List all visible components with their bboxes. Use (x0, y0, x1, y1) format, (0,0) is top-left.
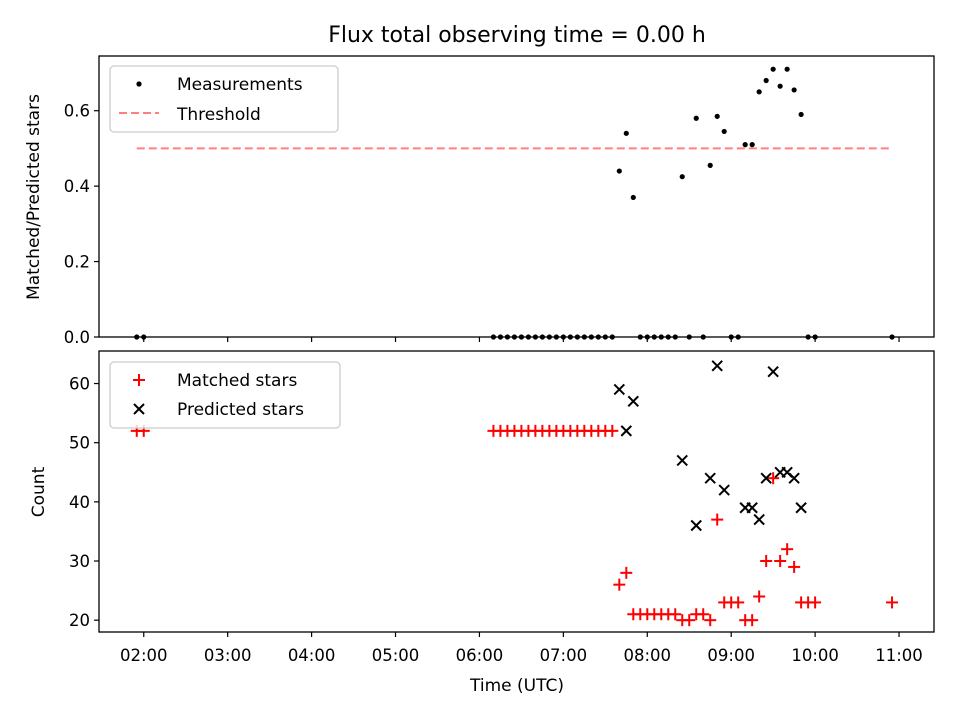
predicted-star-marker (760, 472, 772, 484)
top-legend: Measurements Threshold (109, 65, 339, 133)
predicted-star-marker (795, 502, 807, 514)
measurement-point (721, 128, 727, 135)
matched-star-marker (620, 566, 633, 579)
measurement-point (763, 77, 769, 84)
bottom-legend-box (109, 361, 341, 429)
bottom-axes-frame (98, 350, 935, 633)
predicted-star-marker (676, 454, 688, 467)
measurement-point (770, 66, 776, 72)
x-tick-label: 11:00 (875, 646, 923, 665)
legend-measurements-label: Measurements (177, 75, 303, 95)
x-tick-label: 06:00 (456, 646, 504, 665)
x-tick-label: 03:00 (204, 646, 252, 665)
top-legend-box (109, 65, 339, 133)
matched-star-marker (753, 590, 766, 603)
predicted-star-marker (704, 472, 716, 484)
predicted-star-marker (711, 360, 723, 372)
measurement-point (798, 111, 804, 118)
matched-star-marker (767, 472, 780, 485)
y-tick-label: 50 (69, 434, 90, 453)
bottom-x-ticks: 02:00 03:00 04:00 05:00 06:00 07:00 08:00 09:00… (120, 632, 923, 665)
legend-threshold-label: Threshold (176, 105, 261, 125)
y-tick-label: 40 (69, 493, 90, 512)
matched-star-marker (697, 608, 710, 621)
top-y-ticks: 0.0 0.2 0.4 0.6 (64, 102, 99, 347)
x-tick-label: 09:00 (707, 646, 755, 665)
measurement-point (707, 162, 713, 168)
top-panel: Flux total observing time = 0.00 h Match… (24, 23, 935, 347)
predicted-star-marker (613, 383, 626, 396)
measurement-point (784, 66, 790, 72)
y-tick-label: 0.0 (64, 328, 90, 347)
measurement-point (791, 87, 797, 93)
predicted-star-marker (746, 502, 758, 514)
x-tick-label: 08:00 (623, 646, 671, 665)
matched-star-marker (669, 608, 682, 621)
predicted-star-marker (620, 425, 633, 437)
matched-star-marker (704, 614, 717, 627)
legend-matched-marker (133, 374, 145, 386)
matched-star-marker (711, 513, 724, 526)
measurement-point (756, 89, 762, 95)
predicted-star-marker (753, 513, 765, 526)
matched-star-marker (886, 596, 899, 609)
top-axes-frame (98, 55, 935, 338)
predicted-star-marker (627, 395, 639, 407)
measurement-point (679, 174, 685, 180)
predicted-star-marker (767, 365, 779, 378)
matched-star-marker (760, 555, 773, 568)
bottom-y-ticks: 20 30 40 50 60 (69, 375, 99, 630)
measurement-point (777, 83, 783, 89)
x-tick-label: 10:00 (791, 646, 839, 665)
predicted-star-marker (788, 472, 800, 484)
top-y-axis-label: Matched/Predicted stars (24, 94, 44, 300)
matched-star-marker (683, 614, 696, 627)
x-axis-label: Time (UTC) (469, 676, 564, 696)
x-tick-label: 05:00 (372, 646, 420, 665)
x-tick-label: 07:00 (540, 646, 588, 665)
x-tick-label: 04:00 (288, 646, 336, 665)
matched-star-marker (746, 614, 759, 627)
y-tick-label: 0.4 (64, 177, 90, 196)
x-tick-label: 02:00 (120, 646, 168, 665)
matched-star-marker (809, 596, 822, 609)
bottom-legend: Matched stars Predicted stars (109, 361, 341, 429)
y-tick-label: 60 (69, 375, 90, 394)
legend-matched-label: Matched stars (177, 371, 297, 391)
y-tick-label: 20 (69, 611, 90, 630)
matched-star-marker (781, 543, 794, 556)
bottom-panel: Count Time (UTC) 20 30 40 50 60 02:00 03:00 04… (29, 350, 935, 696)
predicted-star-marker (690, 519, 702, 532)
measurement-point (623, 130, 629, 136)
chart-title: Flux total observing time = 0.00 h (328, 23, 706, 48)
bottom-marks-layer (130, 360, 899, 627)
measurement-point (693, 115, 699, 121)
matched-star-marker (732, 596, 745, 609)
matched-star-marker (613, 578, 626, 591)
measurement-point (749, 142, 755, 148)
measurement-point (714, 113, 720, 119)
y-tick-label: 30 (69, 552, 90, 571)
bottom-y-axis-label: Count (29, 466, 49, 517)
legend-predicted-marker (133, 403, 145, 415)
matched-star-marker (788, 560, 801, 573)
y-tick-label: 0.2 (64, 253, 90, 272)
legend-predicted-label: Predicted stars (177, 400, 304, 420)
y-tick-label: 0.6 (64, 102, 90, 121)
matched-star-marker (774, 555, 787, 568)
predicted-star-marker (718, 484, 730, 496)
top-x-ticks (143, 337, 900, 342)
legend-measurements-marker (136, 81, 142, 87)
measurement-point (742, 142, 748, 148)
measurement-point (616, 168, 622, 174)
measurement-point (630, 194, 636, 201)
matched-star-marker (606, 424, 619, 437)
